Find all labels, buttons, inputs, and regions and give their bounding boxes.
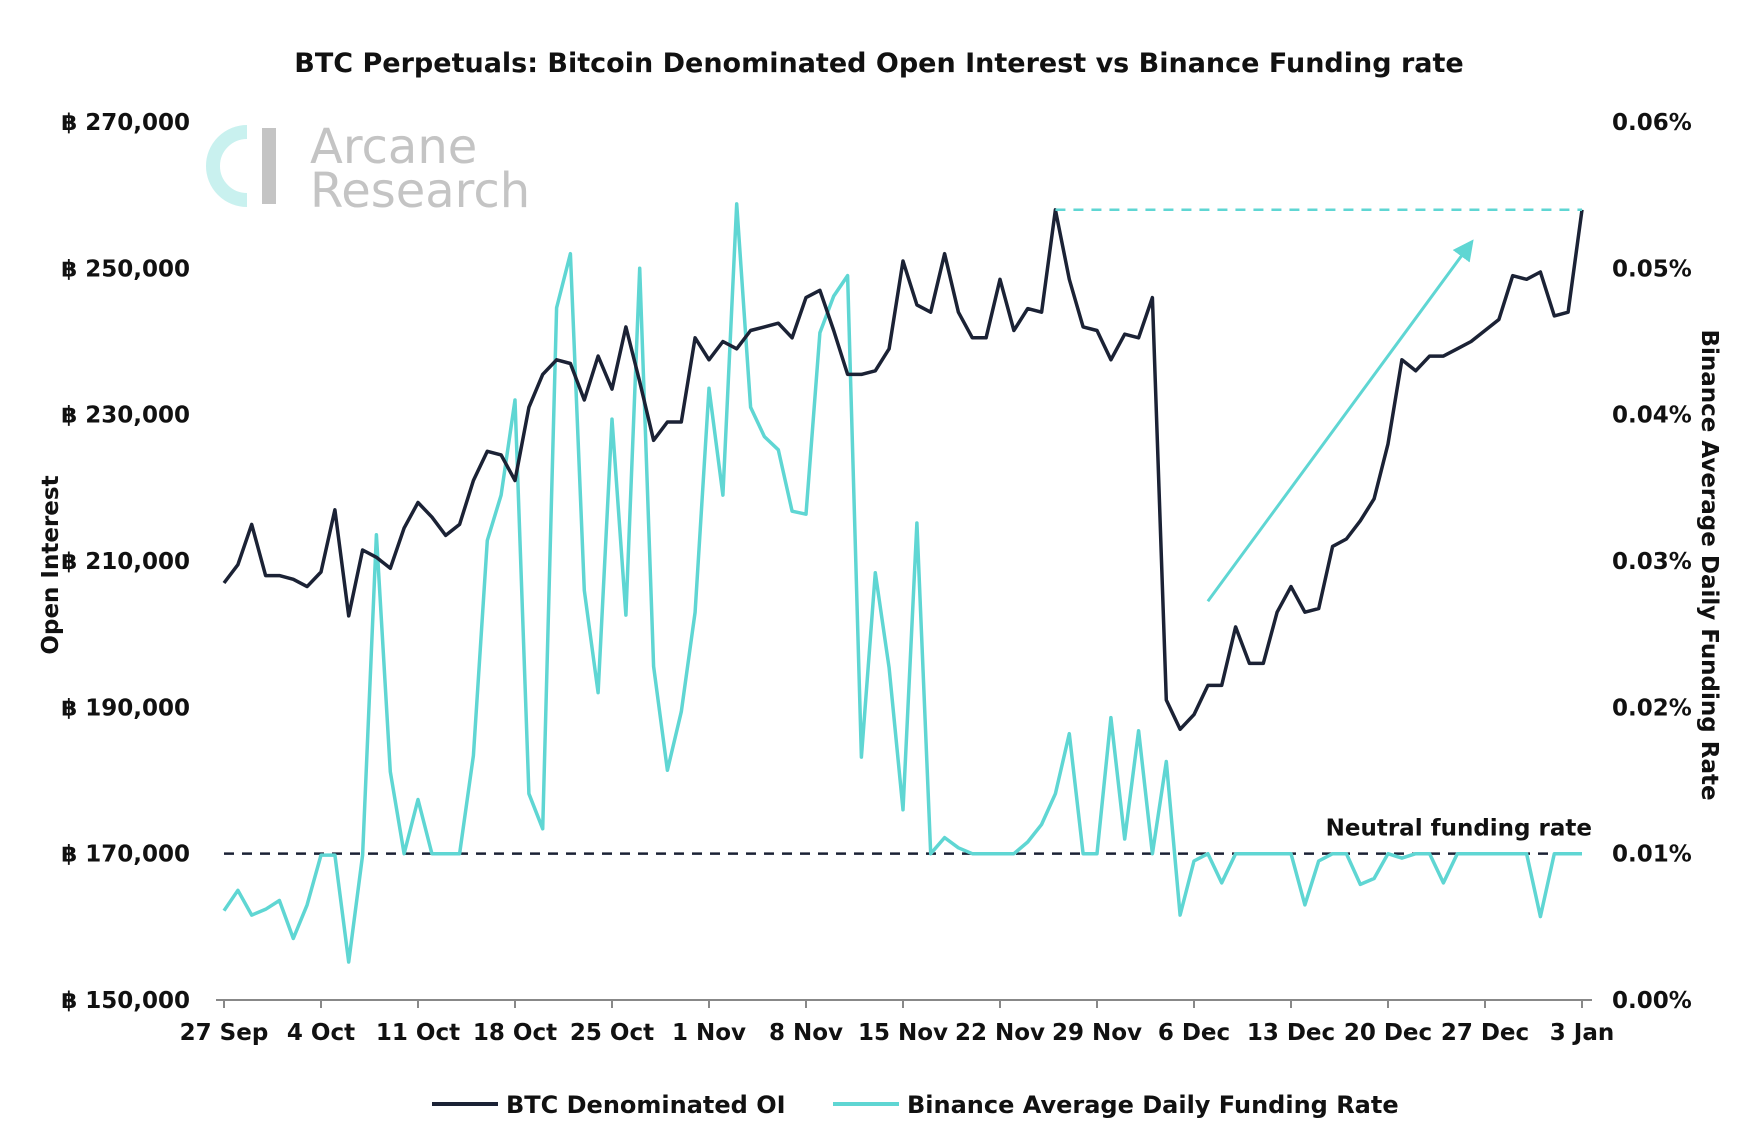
trend-arrow bbox=[1206, 239, 1474, 603]
series-line-funding-rate bbox=[222, 202, 1582, 964]
x-tick-label: 8 Nov bbox=[769, 1020, 843, 1046]
watermark-logo: Arcane Research bbox=[206, 119, 530, 219]
x-tick-label: 22 Nov bbox=[955, 1020, 1045, 1046]
x-tick-label: 25 Oct bbox=[570, 1020, 654, 1046]
y-left-tick-label: ฿ 170,000 bbox=[61, 842, 190, 868]
legend: BTC Denominated OI Binance Average Daily… bbox=[432, 1091, 1399, 1119]
x-tick-label: 20 Dec bbox=[1344, 1020, 1432, 1046]
y-right-tick-label: 0.01% bbox=[1612, 842, 1692, 868]
chart-title: BTC Perpetuals: Bitcoin Denominated Open… bbox=[294, 48, 1463, 79]
series-line-oi bbox=[222, 208, 1584, 732]
y-right-tick-label: 0.02% bbox=[1612, 695, 1692, 721]
x-tick-label: 11 Oct bbox=[376, 1020, 460, 1046]
x-tick-label: 18 Oct bbox=[473, 1020, 557, 1046]
x-axis: 27 Sep 4 Oct 11 Oct 18 Oct 25 Oct 1 Nov 8 Nov 1… bbox=[180, 999, 1614, 1046]
x-tick-label: 29 Nov bbox=[1052, 1020, 1142, 1046]
x-tick-label: 27 Dec bbox=[1441, 1020, 1529, 1046]
legend-label-funding: Binance Average Daily Funding Rate bbox=[907, 1091, 1399, 1119]
watermark-text-line2: Research bbox=[310, 163, 530, 219]
x-tick-label: 3 Jan bbox=[1550, 1020, 1614, 1046]
y-right-tick-label: 0.04% bbox=[1612, 403, 1692, 429]
watermark-logo-bar bbox=[262, 128, 276, 204]
watermark-logo-mark bbox=[206, 125, 248, 207]
y-right-tick-label: 0.05% bbox=[1612, 256, 1692, 282]
legend-label-oi: BTC Denominated OI bbox=[506, 1091, 786, 1119]
x-tick-label: 1 Nov bbox=[672, 1020, 746, 1046]
y-left-tick-label: ฿ 230,000 bbox=[61, 403, 190, 429]
x-tick-label: 4 Oct bbox=[287, 1020, 355, 1046]
watermark-text-line1: Arcane bbox=[310, 119, 477, 175]
y-right-tick-labels: 0.00% 0.01% 0.02% 0.03% 0.04% 0.05% 0.06% bbox=[1612, 110, 1692, 1014]
x-tick-label: 13 Dec bbox=[1247, 1020, 1335, 1046]
y-left-tick-label: ฿ 150,000 bbox=[61, 988, 190, 1014]
y-right-tick-label: 0.06% bbox=[1612, 110, 1692, 136]
y-right-tick-label: 0.03% bbox=[1612, 549, 1692, 575]
y-left-tick-label: ฿ 270,000 bbox=[61, 110, 190, 136]
neutral-funding-label: Neutral funding rate bbox=[1326, 816, 1592, 842]
y-right-axis-title: Binance Average Daily Funding Rate bbox=[1696, 329, 1722, 800]
y-left-axis-title: Open Interest bbox=[38, 475, 64, 654]
y-left-tick-label: ฿ 250,000 bbox=[61, 256, 190, 282]
y-right-tick-label: 0.00% bbox=[1612, 988, 1692, 1014]
x-tick-label: 6 Dec bbox=[1158, 1020, 1230, 1046]
x-tick-label: 27 Sep bbox=[180, 1020, 269, 1046]
y-left-tick-label: ฿ 190,000 bbox=[61, 695, 190, 721]
y-left-tick-label: ฿ 210,000 bbox=[61, 549, 190, 575]
y-left-tick-labels: ฿ 150,000 ฿ 170,000 ฿ 190,000 ฿ 210,000 ฿ 23… bbox=[61, 110, 190, 1014]
x-tick-label: 15 Nov bbox=[858, 1020, 948, 1046]
